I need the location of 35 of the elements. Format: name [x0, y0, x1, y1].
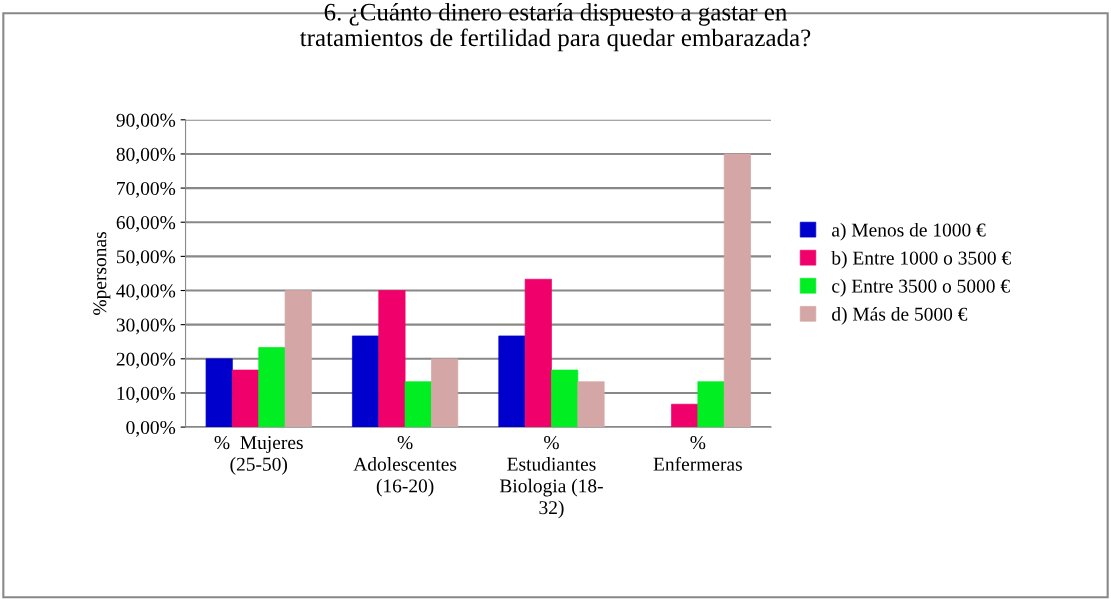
- bar: [378, 290, 406, 428]
- y-tick-label: 50,00%: [117, 250, 176, 267]
- bar: [404, 381, 432, 428]
- x-tick-label: % Enfermeras: [653, 435, 742, 471]
- bar: [524, 278, 552, 428]
- legend-label: c) Entre 3500 o 5000 €: [832, 279, 1010, 297]
- x-tick-label: % Estudiantes Biologia (18- 32): [499, 435, 603, 519]
- bar: [697, 381, 725, 428]
- bar: [284, 290, 312, 428]
- bar: [723, 153, 751, 428]
- y-axis-title: %personas: [93, 232, 111, 315]
- bar: [205, 358, 233, 428]
- y-tick-label: 60,00%: [116, 216, 176, 232]
- y-tick-label: 90,00%: [116, 113, 176, 130]
- y-tick-label: 0,00%: [126, 420, 176, 437]
- bar: [232, 369, 260, 428]
- bar: [352, 335, 380, 428]
- bar: [577, 381, 605, 428]
- y-tick-label: 30,00%: [116, 318, 176, 335]
- x-tick-label: % Adolescentes (16-20): [353, 435, 457, 497]
- bar: [551, 369, 579, 428]
- bar: [671, 403, 699, 428]
- y-tick-label: 40,00%: [116, 284, 176, 301]
- y-tick-label: 70,00%: [117, 181, 176, 198]
- x-tick-label: % Mujeres (25-50): [214, 435, 303, 475]
- chart-title: 6. ¿Cuánto dinero estaría dispuesto a gastar en tratamientos de fertilidad para quedar embarazada?: [299, 2, 811, 52]
- bar: [498, 335, 526, 428]
- bar: [258, 347, 286, 428]
- legend-label: a) Menos de 1000 €: [832, 222, 986, 241]
- y-tick-label: 10,00%: [117, 386, 176, 403]
- y-tick-label: 20,00%: [116, 352, 176, 369]
- legend-label: d) Más de 5000 €: [832, 307, 968, 325]
- bar: [431, 358, 459, 428]
- legend-label: b) Entre 1000 o 3500 €: [831, 250, 1011, 269]
- y-tick-label: 80,00%: [116, 147, 176, 164]
